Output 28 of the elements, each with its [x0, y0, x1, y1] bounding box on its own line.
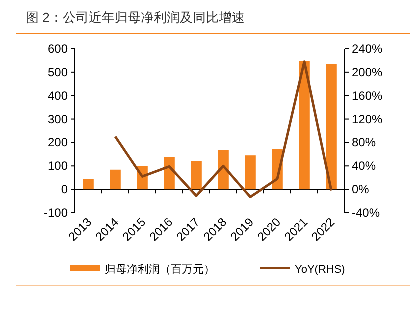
y-tick-label: 500	[48, 65, 68, 80]
bar	[191, 161, 202, 190]
y2-tick-label: 80%	[352, 136, 376, 150]
y-tick-label: -100	[44, 206, 68, 220]
legend-label: 归母净利润（百万元）	[105, 263, 215, 276]
y-tick-label: 300	[48, 112, 68, 126]
y2-tick-label: 40%	[352, 159, 376, 174]
y-tick-label: 100	[48, 159, 68, 174]
y-tick-label: 400	[48, 88, 68, 103]
y-tick-label: 600	[48, 42, 68, 56]
chart-title: 图 2：公司近年归母净利润及同比增速	[26, 10, 245, 25]
y-tick-label: 0	[61, 182, 68, 197]
y2-tick-label: 200%	[352, 65, 384, 80]
bar	[83, 179, 94, 190]
y2-tick-label: 240%	[352, 42, 384, 56]
bar	[326, 64, 337, 190]
bar	[245, 156, 256, 190]
bar	[110, 170, 121, 190]
y2-tick-label: 0%	[352, 182, 370, 197]
bar	[218, 150, 229, 190]
y2-tick-label: 160%	[352, 88, 384, 103]
bar	[164, 157, 175, 190]
y2-tick-label: -40%	[352, 206, 380, 220]
y2-tick-label: 120%	[352, 112, 384, 126]
y-tick-label: 200	[48, 136, 68, 150]
legend-label: YoY(RHS)	[295, 264, 346, 276]
bar	[299, 61, 310, 190]
line-series	[114, 60, 333, 198]
